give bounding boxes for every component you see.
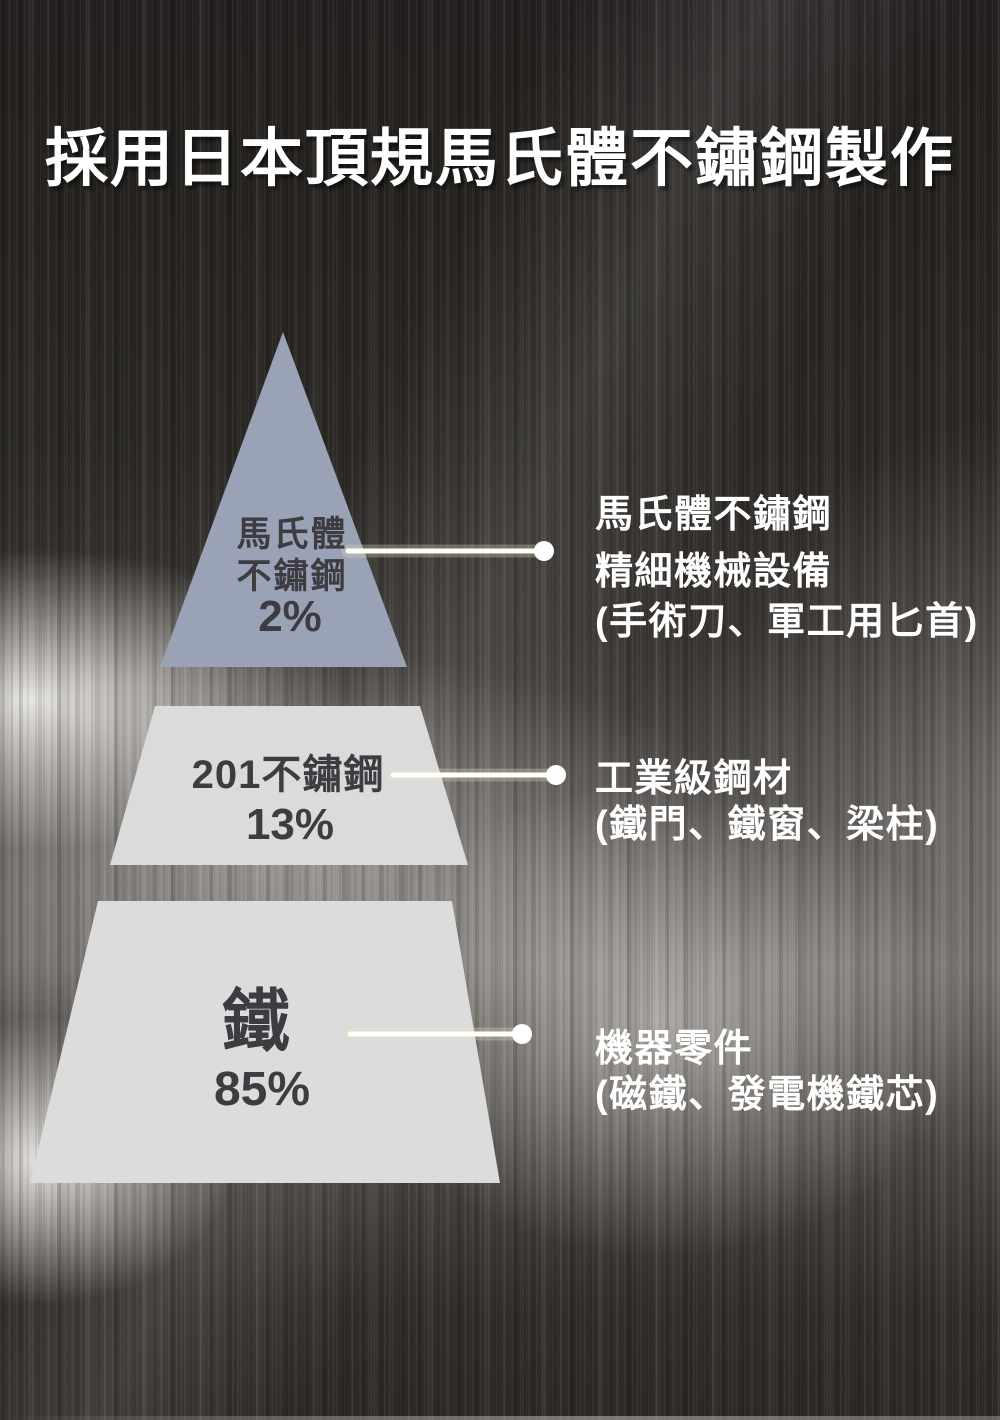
tier3-percent: 85% <box>213 1063 311 1116</box>
tier1-percent: 2% <box>258 592 322 641</box>
annotation-martensitic-line3: (手術刀、軍工用匕首) <box>595 601 979 643</box>
tier2-label: 201不鏽鋼 <box>191 753 385 797</box>
pyramid-tier-bottom-shape <box>30 901 500 1183</box>
tier3-label: 鐵 <box>221 984 291 1060</box>
pyramid-tier-middle-shape <box>110 706 468 865</box>
annotation-industrial-line2: (鐵門、鐵窗、梁柱) <box>595 804 940 846</box>
annotation-martensitic-line2: 精細機械設備 <box>595 551 833 593</box>
leader-dot-2 <box>546 765 566 785</box>
page-title: 採用日本頂規馬氏體不鏽鋼製作 <box>45 124 955 194</box>
annotation-iron-line2: (磁鐵、發電機鐵芯) <box>595 1074 940 1116</box>
leader-dot-3 <box>512 1024 532 1044</box>
annotation-industrial-line1: 工業級鋼材 <box>595 758 793 800</box>
tier2-percent: 13% <box>245 800 335 849</box>
annotation-iron-line1: 機器零件 <box>595 1028 754 1070</box>
tier1-label-line2: 不鏽鋼 <box>236 557 348 596</box>
bottom-edge-strip <box>0 1416 1000 1420</box>
annotation-martensitic-line1: 馬氏體不鏽鋼 <box>595 494 833 536</box>
tier1-label-line1: 馬氏體 <box>236 515 348 554</box>
pyramid-tier-top-shape <box>160 332 407 667</box>
leader-dot-1 <box>534 541 554 561</box>
